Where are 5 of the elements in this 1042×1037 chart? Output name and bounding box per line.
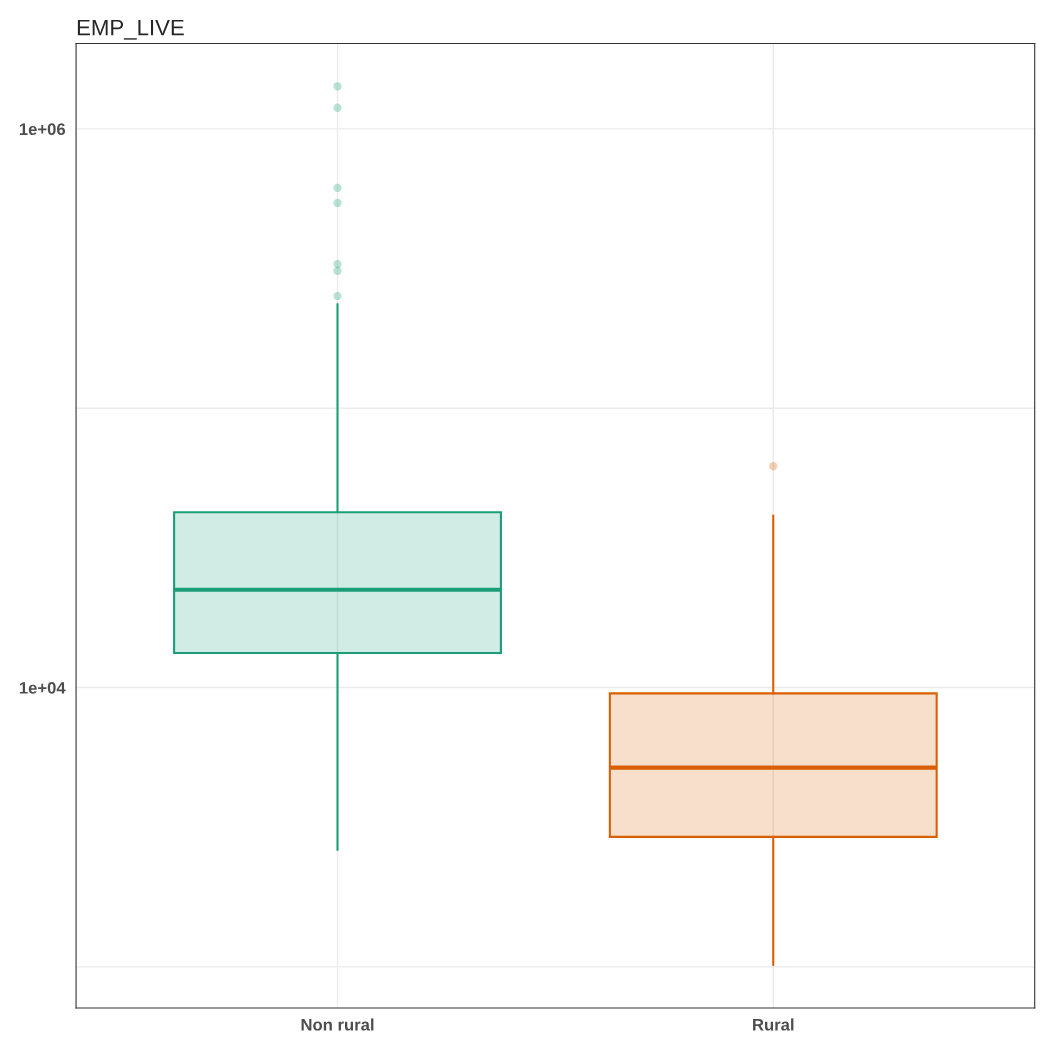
x-tick-label: Non rural <box>301 1018 374 1031</box>
y-tick-label: 1e+04 <box>19 681 66 694</box>
y-tick-label: 1e+06 <box>19 123 66 136</box>
x-tick-label: Rural <box>753 1018 794 1031</box>
chart-title: EMP_LIVE <box>77 19 184 40</box>
